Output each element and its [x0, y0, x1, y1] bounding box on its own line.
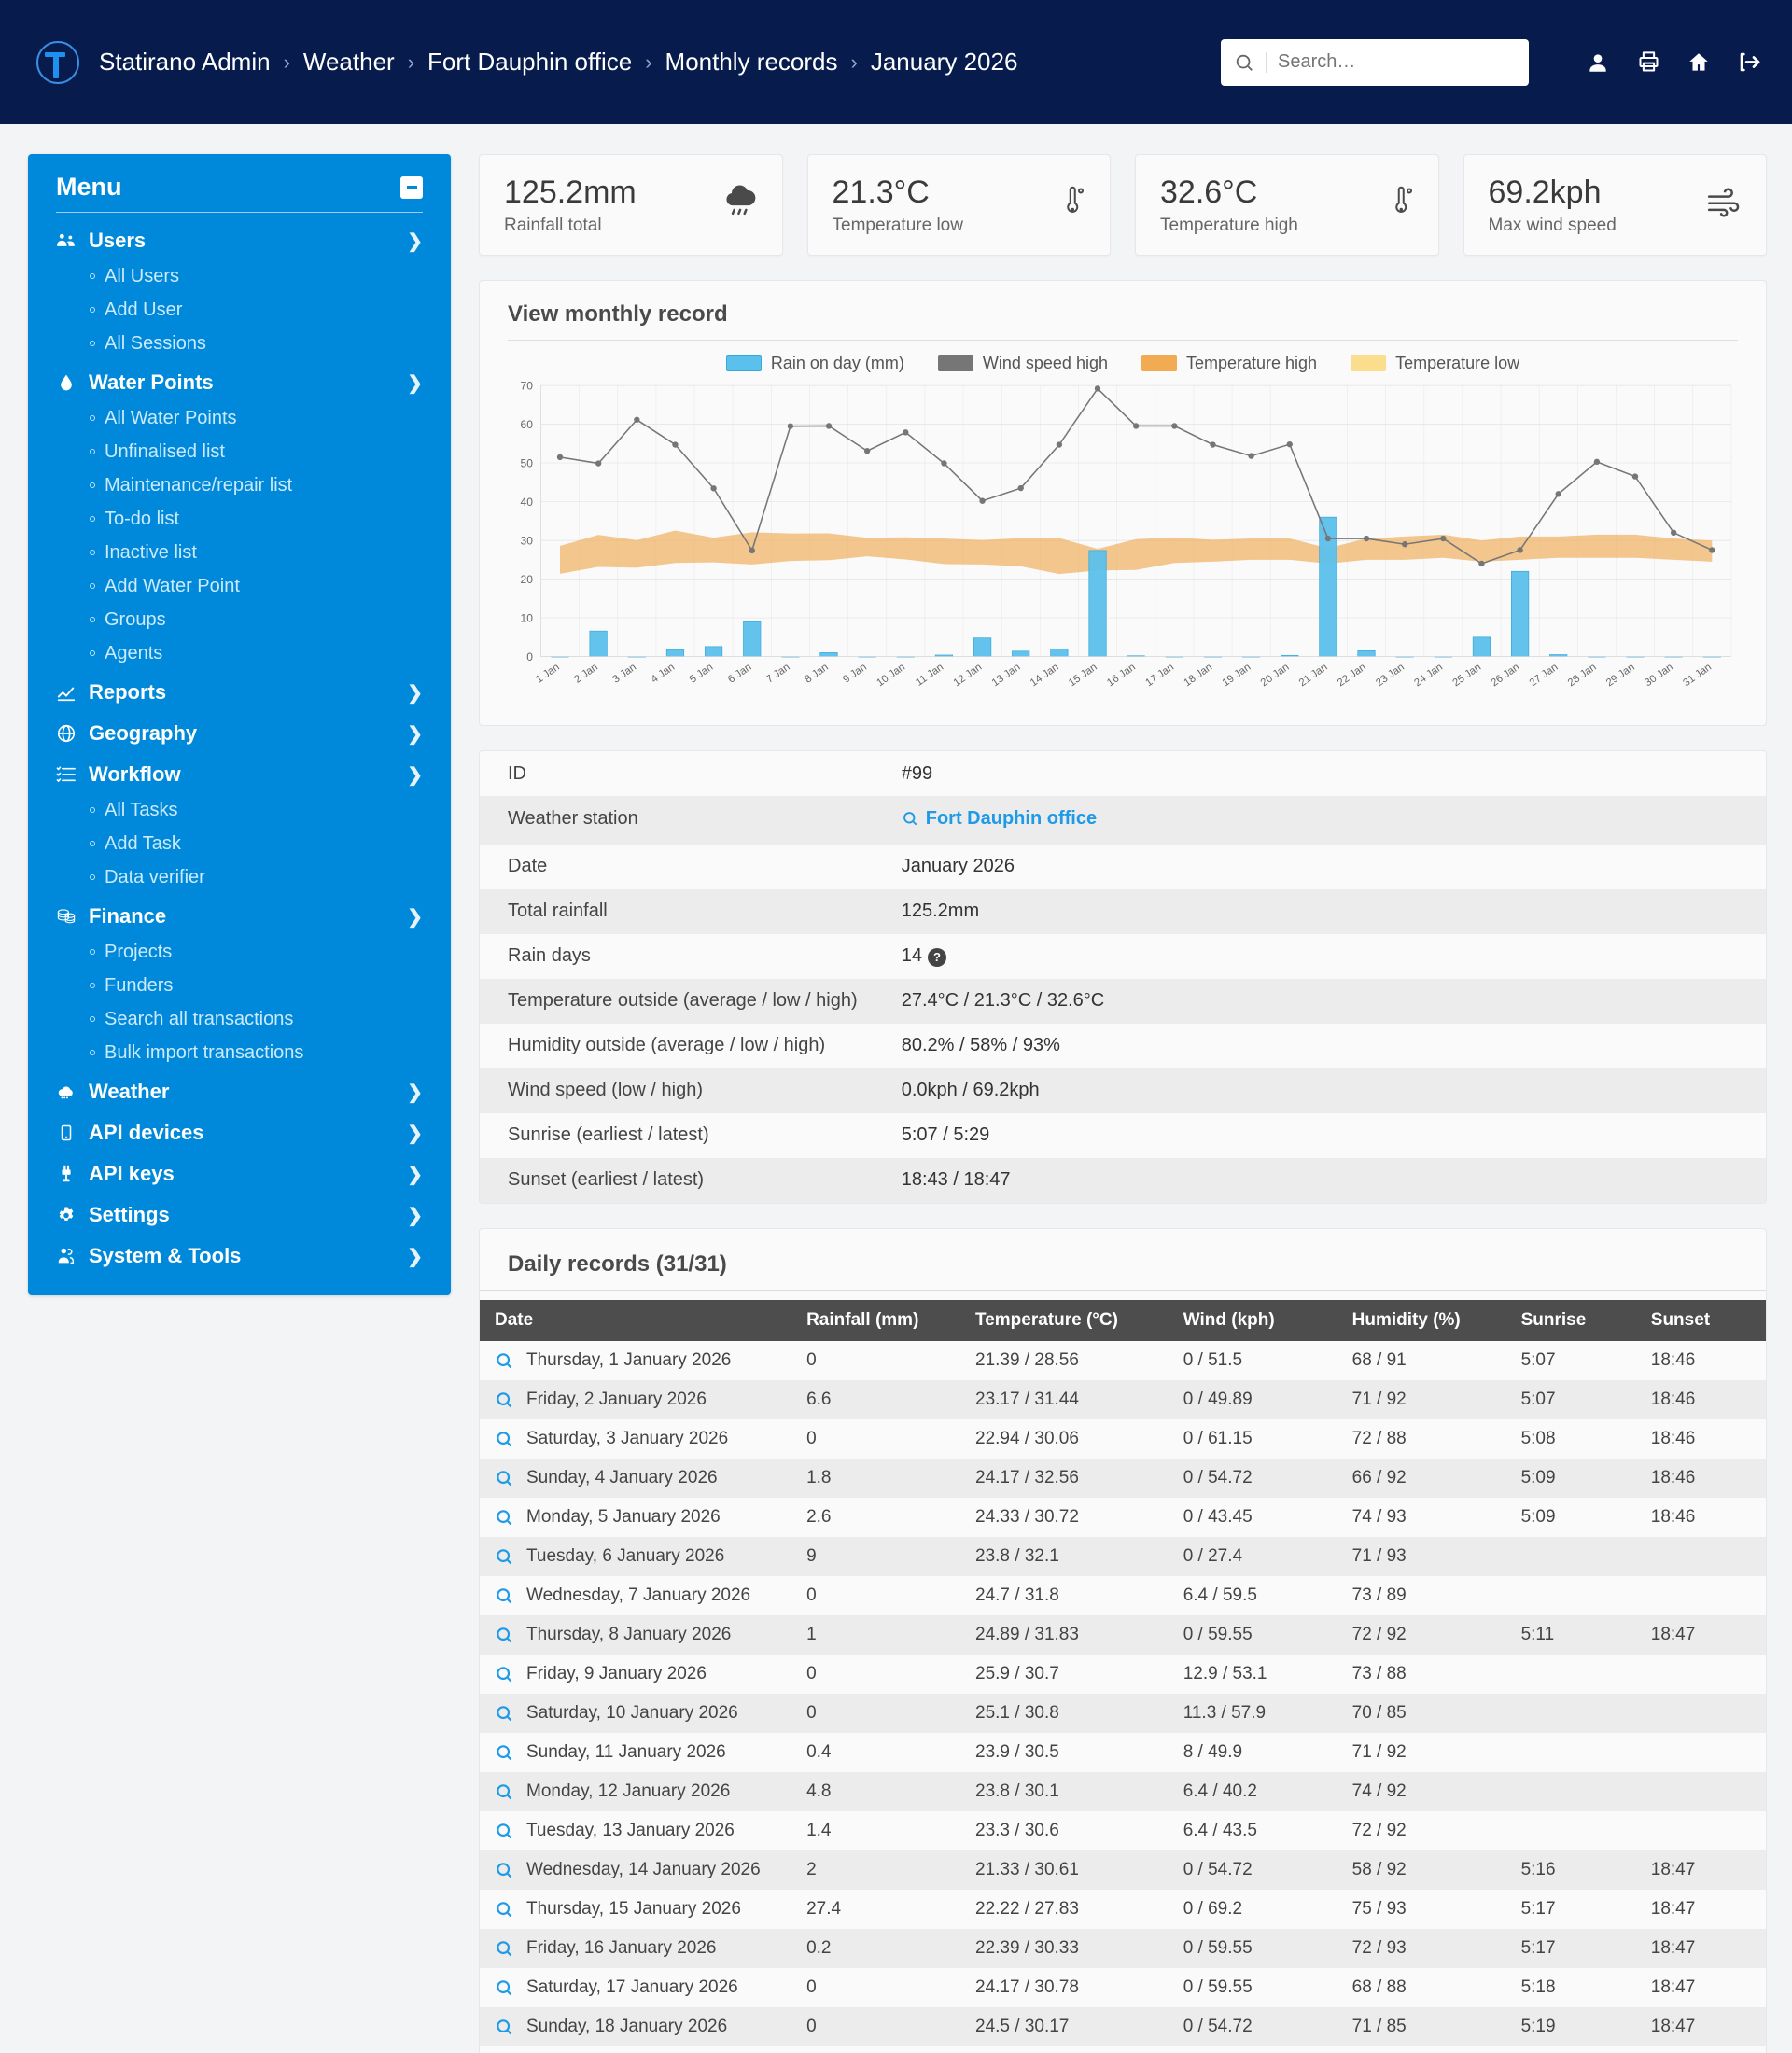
svg-text:20: 20	[521, 573, 534, 586]
svg-text:14 Jan: 14 Jan	[1029, 662, 1061, 689]
svg-text:22 Jan: 22 Jan	[1336, 662, 1368, 689]
svg-text:9 Jan: 9 Jan	[841, 662, 869, 686]
svg-text:11 Jan: 11 Jan	[914, 662, 945, 689]
svg-text:18 Jan: 18 Jan	[1182, 662, 1214, 689]
svg-text:17 Jan: 17 Jan	[1143, 662, 1176, 689]
svg-text:8 Jan: 8 Jan	[803, 662, 831, 686]
svg-text:20 Jan: 20 Jan	[1259, 662, 1292, 689]
svg-text:19 Jan: 19 Jan	[1221, 662, 1253, 689]
svg-text:28 Jan: 28 Jan	[1566, 662, 1599, 689]
svg-text:5 Jan: 5 Jan	[688, 662, 716, 686]
svg-text:60: 60	[521, 418, 534, 431]
svg-text:25 Jan: 25 Jan	[1450, 662, 1483, 689]
svg-text:70: 70	[521, 379, 534, 392]
svg-text:40: 40	[521, 496, 534, 509]
svg-text:13 Jan: 13 Jan	[990, 662, 1023, 689]
svg-text:31 Jan: 31 Jan	[1681, 662, 1714, 689]
svg-text:30: 30	[521, 534, 534, 547]
svg-text:16 Jan: 16 Jan	[1105, 662, 1138, 689]
svg-text:27 Jan: 27 Jan	[1528, 662, 1561, 689]
svg-text:10: 10	[521, 611, 534, 624]
svg-text:6 Jan: 6 Jan	[726, 662, 754, 686]
svg-text:21 Jan: 21 Jan	[1297, 662, 1330, 689]
svg-text:15 Jan: 15 Jan	[1067, 662, 1099, 689]
svg-text:10 Jan: 10 Jan	[875, 662, 907, 689]
svg-text:30 Jan: 30 Jan	[1643, 662, 1675, 689]
svg-text:0: 0	[526, 650, 533, 663]
svg-text:24 Jan: 24 Jan	[1412, 662, 1445, 689]
svg-text:50: 50	[521, 456, 534, 469]
svg-text:4 Jan: 4 Jan	[650, 662, 678, 686]
svg-text:1 Jan: 1 Jan	[534, 662, 562, 686]
svg-text:23 Jan: 23 Jan	[1374, 662, 1407, 689]
svg-text:12 Jan: 12 Jan	[952, 662, 985, 689]
svg-text:3 Jan: 3 Jan	[610, 662, 638, 686]
svg-text:29 Jan: 29 Jan	[1604, 662, 1637, 689]
svg-text:7 Jan: 7 Jan	[764, 662, 792, 686]
svg-text:2 Jan: 2 Jan	[572, 662, 600, 686]
svg-text:26 Jan: 26 Jan	[1490, 662, 1522, 689]
